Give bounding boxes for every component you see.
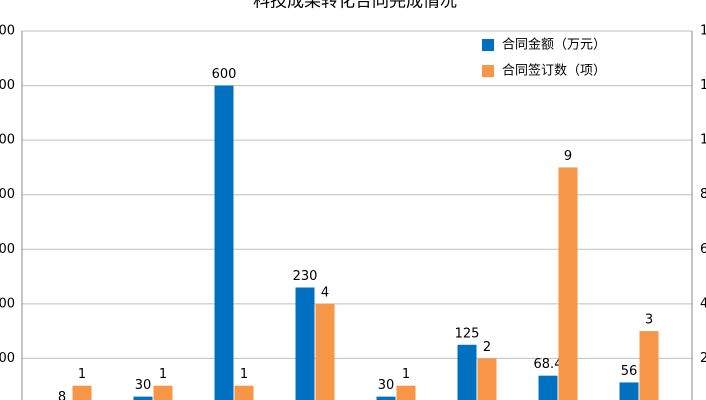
bar (234, 385, 254, 400)
data-label: 4 (321, 285, 329, 300)
y-tick-label: 600 (0, 78, 15, 93)
bar (639, 331, 659, 400)
y-tick-label: 500 (0, 133, 15, 148)
data-label: 1 (402, 367, 410, 382)
data-label: 68.4 (534, 357, 563, 372)
data-label: 1 (159, 367, 167, 382)
y2-tick-label: 8 (700, 187, 706, 202)
legend-label: 合同金额（万元） (502, 37, 606, 53)
data-label: 125 (455, 326, 480, 341)
y2-tick-label: 6 (700, 242, 706, 257)
bar (457, 344, 477, 400)
bar (315, 303, 335, 400)
data-label: 8 (58, 390, 66, 400)
bar (295, 287, 315, 400)
legend-swatch (482, 39, 494, 51)
chart-title: 科技成果转化合同完成情况 (253, 0, 457, 12)
y-tick-label: 300 (0, 242, 15, 257)
data-label: 600 (212, 67, 237, 82)
y-tick-label: 400 (0, 187, 15, 202)
data-label: 30 (135, 378, 152, 393)
data-label: 1 (240, 367, 248, 382)
y-tick-label: 700 (0, 24, 15, 39)
y2-tick-label: 2 (700, 351, 706, 366)
bar (396, 385, 416, 400)
legend-swatch (482, 65, 494, 77)
bar (214, 85, 234, 400)
y2-tick-label: 4 (700, 296, 706, 311)
bar (619, 382, 639, 400)
y2-tick-label: 14 (700, 24, 706, 39)
legend-label: 合同签订数（项） (502, 63, 606, 79)
data-label: 3 (645, 313, 653, 328)
bar (153, 385, 173, 400)
y2-tick-label: 12 (700, 78, 706, 93)
data-label: 56 (621, 364, 638, 379)
data-label: 1 (78, 367, 86, 382)
y-tick-label: 100 (0, 351, 15, 366)
y2-tick-label: 10 (700, 133, 706, 148)
y-tick-label: 200 (0, 296, 15, 311)
bar (558, 167, 578, 400)
data-label: 9 (564, 149, 572, 164)
bar (538, 375, 558, 400)
bar (477, 358, 497, 400)
data-label: 30 (378, 378, 395, 393)
data-label: 2 (483, 340, 491, 355)
bar (72, 385, 92, 400)
bar (133, 396, 153, 400)
data-label: 230 (293, 269, 318, 284)
bar (376, 396, 396, 400)
